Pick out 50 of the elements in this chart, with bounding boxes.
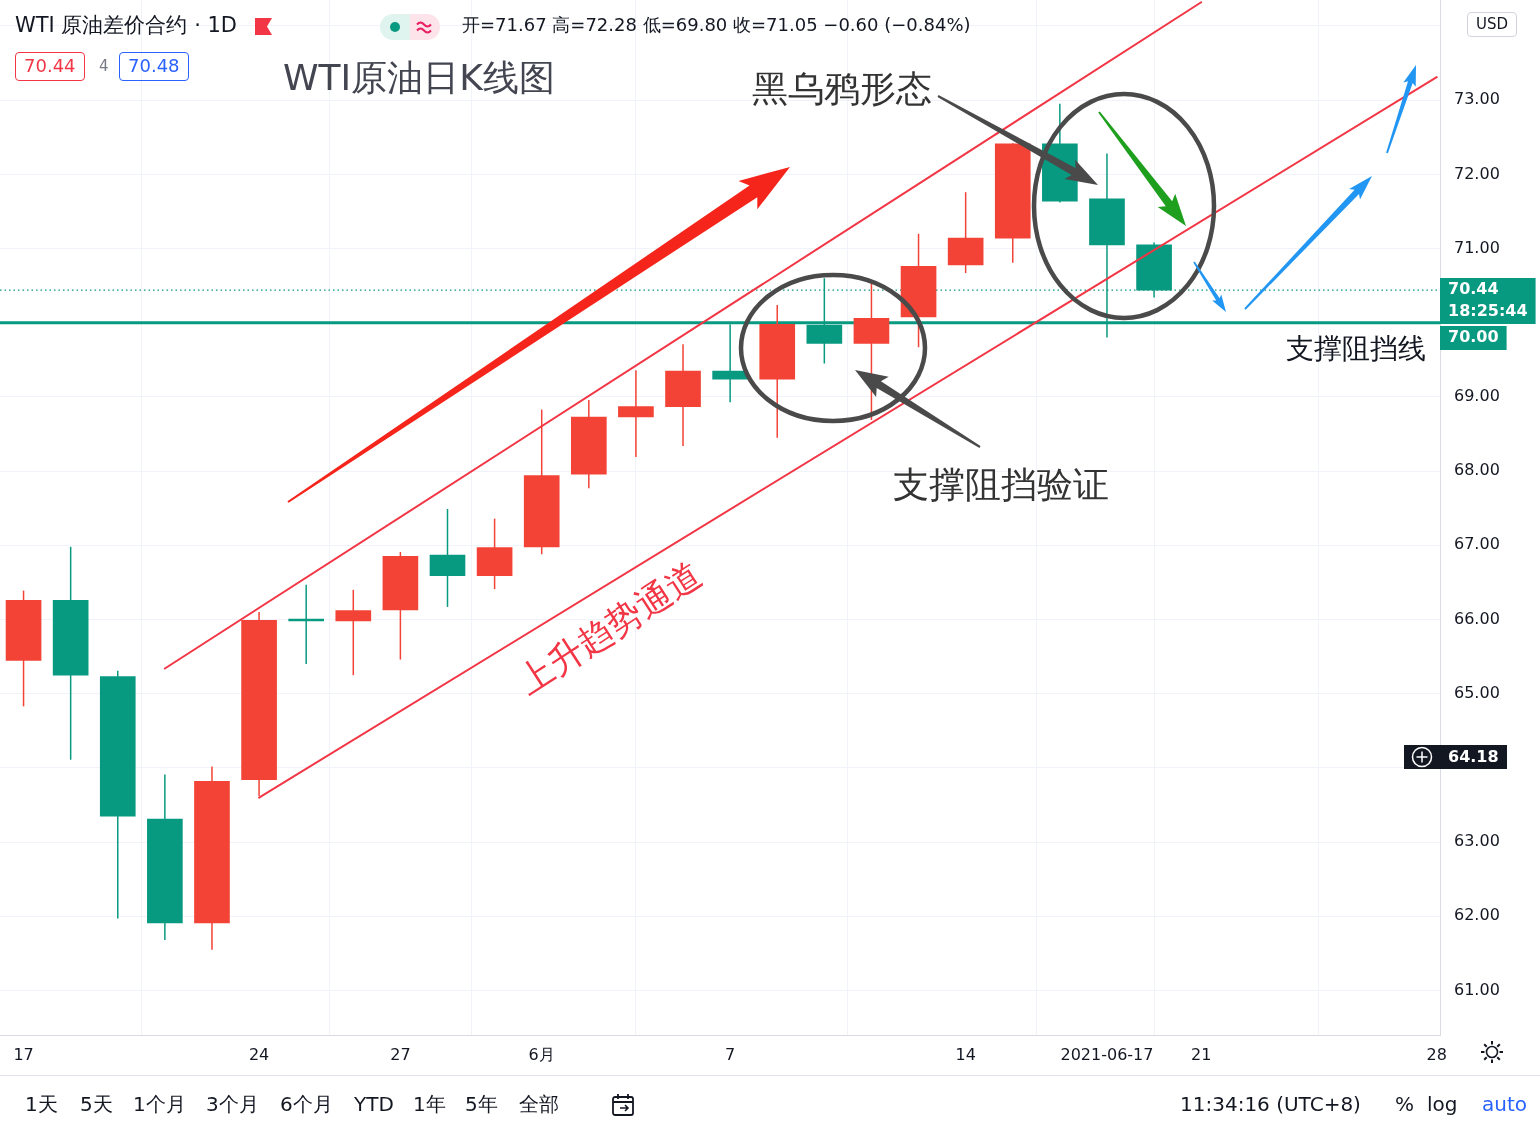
- text: 5天: [80, 1092, 113, 1116]
- annotation: 70.48: [119, 52, 189, 81]
- x-tick-label: 7: [725, 1044, 736, 1064]
- y-tick-label: 62.00: [1454, 905, 1500, 925]
- text: 70.44: [1448, 279, 1499, 299]
- y-tick-label: 61.00: [1454, 979, 1500, 999]
- y-tick-label: 65.00: [1454, 682, 1500, 702]
- text: 70.00: [1448, 327, 1499, 347]
- text: 18:25:44: [1448, 301, 1528, 321]
- x-tick-label: 24: [248, 1044, 270, 1064]
- text: 64.18: [1440, 745, 1507, 769]
- text: YTD: [354, 1092, 394, 1116]
- x-tick-label: 2021-06-17: [1060, 1044, 1154, 1064]
- text: 全部: [519, 1092, 559, 1116]
- text: 3个月: [206, 1092, 259, 1116]
- x-tick-label: 28: [1426, 1044, 1447, 1064]
- x-tick-label: 21: [1191, 1044, 1212, 1064]
- candlestick: [618, 369, 654, 458]
- x-tick-label: 27: [390, 1044, 411, 1064]
- text: %: [1395, 1092, 1415, 1116]
- text: WTI原油日K线图: [283, 57, 555, 99]
- y-tick-label: 68.00: [1454, 460, 1500, 480]
- annotation: 支撑阻挡验证: [893, 464, 1109, 506]
- text: 1天: [25, 1092, 58, 1116]
- text: 5年: [465, 1092, 498, 1116]
- y-tick-label: 72.00: [1454, 163, 1500, 183]
- y-tick-label: 63.00: [1454, 831, 1500, 851]
- y-tick-label: 66.00: [1454, 608, 1500, 628]
- annotation: 上升趋势通道: [510, 553, 710, 703]
- legend-label: 支撑阻挡线: [1286, 332, 1426, 366]
- y-tick-label: 67.00: [1454, 534, 1500, 554]
- annotation: 4: [99, 57, 109, 76]
- y-tick-label: 71.00: [1454, 237, 1500, 257]
- candlestick: [335, 589, 372, 676]
- text: log: [1427, 1092, 1458, 1116]
- x-tick-label: 14: [955, 1044, 976, 1064]
- text: USD: [1467, 12, 1518, 38]
- y-tick-label: 69.00: [1454, 386, 1500, 406]
- text: 11:34:16 (UTC+8): [1180, 1092, 1361, 1116]
- text: WTI 原油差价合约 · 1D: [15, 13, 238, 38]
- text: 6个月: [280, 1092, 333, 1116]
- text: 1个月: [133, 1092, 186, 1116]
- annotation: 70.44: [15, 52, 85, 81]
- annotation: 开=71.67 高=72.28 低=69.80 收=71.05 −0.60 (−0.84%): [462, 14, 971, 36]
- x-tick-label: 17: [13, 1044, 34, 1064]
- text: 1年: [413, 1092, 446, 1116]
- y-tick-label: 73.00: [1454, 89, 1500, 109]
- text: auto: [1482, 1092, 1528, 1116]
- annotation: 黑乌鸦形态: [752, 68, 932, 110]
- x-tick-label: 6月: [528, 1044, 555, 1064]
